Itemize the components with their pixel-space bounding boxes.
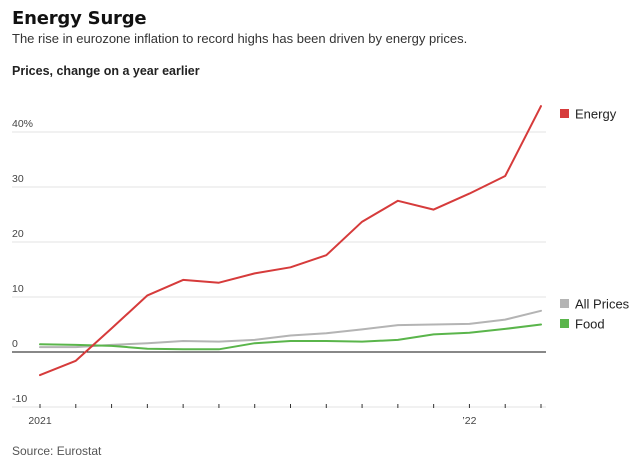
y-tick-label: 30 (12, 173, 24, 185)
x-tick-label: ’22 (462, 415, 476, 427)
y-tick-label: 40% (12, 118, 33, 130)
chart-subtitle: The rise in eurozone inflation to record… (12, 31, 468, 46)
legend-label-all-prices: All Prices (575, 297, 630, 312)
source-note: Source: Eurostat (12, 444, 102, 458)
x-tick-label: 2021 (28, 415, 52, 427)
legend-label-food: Food (575, 317, 605, 332)
legend-label-energy: Energy (575, 107, 617, 122)
y-axis-title: Prices, change on a year earlier (12, 64, 200, 78)
legend-swatch-food (560, 319, 569, 328)
y-tick-label: 0 (12, 338, 18, 350)
series-line-all-prices (39, 309, 542, 349)
line-chart: -10 0 10 20 30 40% 2021 ’22 Energy All Prices Food (12, 105, 630, 427)
legend-swatch-all-prices (560, 299, 569, 308)
legend-swatch-energy (560, 109, 569, 118)
series-line-energy (39, 105, 542, 377)
y-tick-label: 20 (12, 228, 24, 240)
y-tick-label: -10 (12, 393, 27, 405)
chart-title: Energy Surge (12, 8, 147, 29)
series-line-food (39, 323, 542, 351)
y-tick-label: 10 (12, 283, 24, 295)
